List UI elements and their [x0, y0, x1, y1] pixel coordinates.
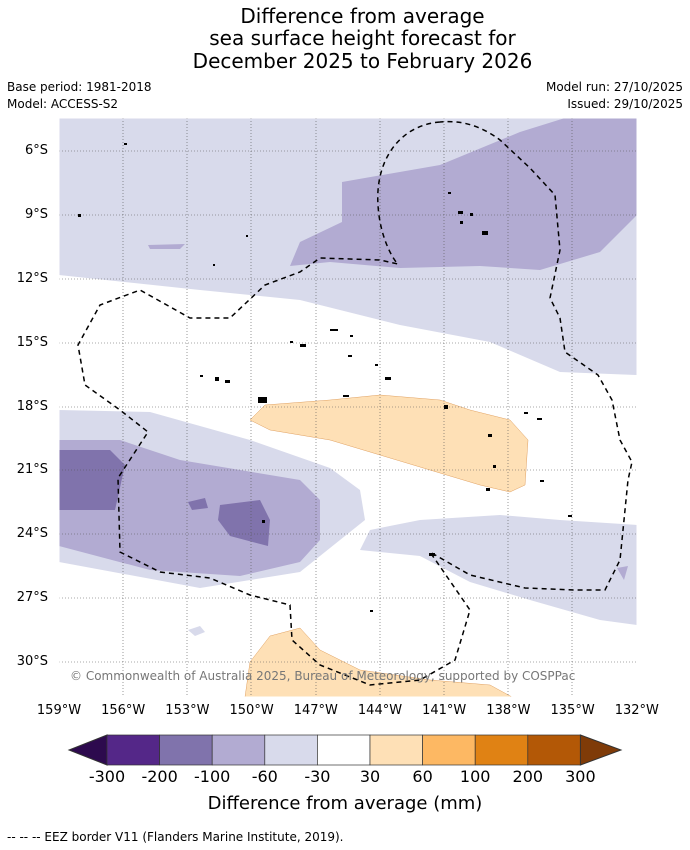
- lon-tick: 144°W: [357, 703, 403, 718]
- lon-tick: 135°W: [550, 703, 595, 718]
- lon-tick: 138°W: [486, 703, 531, 718]
- lon-tick: 141°W: [422, 703, 467, 718]
- gridlines: [59, 118, 637, 697]
- lat-tick: 15°S: [16, 335, 48, 350]
- lat-tick: 18°S: [16, 399, 48, 414]
- islands: [78, 143, 572, 612]
- colorbar-title: Difference from average (mm): [207, 793, 483, 814]
- anomaly-region-neg100: [188, 498, 208, 510]
- colorbar-label: -100: [194, 767, 231, 786]
- anomaly-region-pos30: [249, 394, 529, 493]
- colorbar-swatch: [159, 734, 213, 766]
- lon-tick: 150°W: [229, 703, 274, 718]
- lat-tick: 24°S: [16, 526, 48, 541]
- anomaly-region-neg30: [188, 626, 205, 636]
- colorbar-label: -30: [304, 767, 331, 786]
- issued-date: Issued: 29/10/2025: [567, 97, 683, 111]
- lat-tick: 27°S: [16, 590, 48, 605]
- lat-tick: 30°S: [16, 654, 48, 669]
- colorbar-swatch: [422, 734, 476, 766]
- colorbar-label: -200: [141, 767, 178, 786]
- anomaly-region-neg100: [218, 500, 270, 546]
- colorbar-label: 200: [512, 767, 544, 786]
- colorbar-swatch: [264, 734, 318, 766]
- colorbar-label: -60: [251, 767, 278, 786]
- colorbar-swatch: [317, 734, 371, 766]
- colorbar-label: 300: [565, 767, 596, 786]
- colorbar-label: 30: [359, 767, 381, 786]
- anomaly-region-pos30: [244, 627, 513, 697]
- colorbar-label: 60: [412, 767, 433, 786]
- lat-tick: 21°S: [16, 462, 48, 477]
- colorbar-swatch: [106, 734, 160, 766]
- lat-tick: 9°S: [24, 207, 48, 222]
- lon-tick: 147°W: [293, 703, 338, 718]
- colorbar-label: -300: [88, 767, 126, 786]
- title-line-1: Difference from average: [240, 4, 485, 28]
- colorbar-extend-low: [67, 734, 108, 766]
- title-line-2: sea surface height forecast for: [209, 26, 516, 50]
- anomaly-region-neg100: [59, 450, 125, 510]
- lon-tick: 153°W: [165, 703, 210, 718]
- colorbar-swatch: [474, 734, 529, 766]
- eez-border: [77, 120, 633, 686]
- anomaly-region-neg30: [360, 515, 637, 625]
- lat-tick: 12°S: [16, 271, 48, 286]
- lon-tick: 159°W: [36, 703, 82, 718]
- colorbar-swatch: [527, 734, 581, 766]
- colorbar-extend-high: [579, 734, 623, 766]
- model-name: Model: ACCESS-S2: [7, 97, 119, 111]
- copyright-notice: © Commonwealth of Australia 2025, Bureau…: [70, 669, 576, 683]
- eez-legend: -- -- -- EEZ border V11 (Flanders Marine…: [7, 830, 344, 844]
- title-line-3: December 2025 to February 2026: [192, 49, 533, 73]
- colorbar-swatch: [211, 734, 266, 766]
- map-frame: [58, 117, 638, 698]
- lon-tick: 132°W: [614, 703, 659, 718]
- lat-tick: 6°S: [24, 143, 48, 158]
- colorbar-label: 100: [459, 767, 491, 786]
- colorbar-swatch: [369, 734, 423, 766]
- anomaly-region-neg60: [617, 566, 628, 580]
- model-run: Model run: 27/10/2025: [545, 80, 683, 94]
- anomaly-region-neg60: [290, 118, 637, 270]
- lon-tick: 156°W: [101, 703, 146, 718]
- anomaly-region-neg60: [148, 244, 185, 249]
- base-period: Base period: 1981-2018: [7, 80, 152, 94]
- colorbar: [67, 734, 623, 766]
